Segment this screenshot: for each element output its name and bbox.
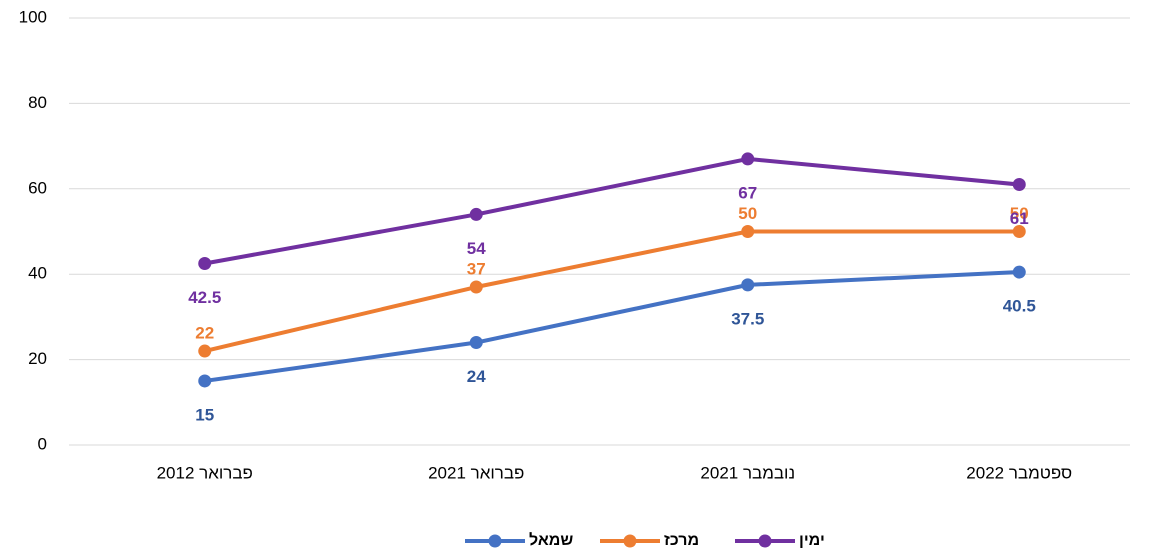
- point: [741, 225, 755, 238]
- data-label: 50: [1010, 204, 1029, 223]
- data-label: 15: [195, 405, 214, 424]
- y-tick-label: 60: [28, 178, 47, 197]
- y-tick-label: 20: [28, 349, 47, 368]
- x-tick-label: פברואר 2012: [157, 463, 253, 482]
- x-tick-label: נובמבר 2021: [700, 463, 795, 482]
- data-label: 67: [738, 183, 757, 202]
- point: [198, 257, 212, 271]
- series-line: [204, 229, 1020, 354]
- data-label: 50: [738, 204, 757, 223]
- y-tick-label: 0: [38, 434, 47, 453]
- point: [741, 152, 755, 166]
- data-label: 37: [467, 259, 486, 278]
- series-line: [204, 270, 1020, 383]
- y-tick-label: 40: [28, 264, 47, 283]
- data-label: 42.5: [188, 288, 221, 307]
- data-label: 61: [1010, 209, 1029, 228]
- point: [469, 280, 483, 294]
- point: [469, 336, 483, 350]
- legend-label: מרכז: [664, 532, 699, 549]
- series-line: [204, 156, 1020, 266]
- point: [1012, 225, 1026, 238]
- point: [198, 344, 212, 358]
- legend-label: ימין: [799, 532, 825, 549]
- legend-marker: [623, 534, 637, 548]
- point: [469, 207, 483, 221]
- x-tick-label: ספטמבר 2022: [966, 463, 1072, 482]
- data-label: 37.5: [731, 309, 764, 328]
- point: [1012, 265, 1026, 279]
- data-label: 22: [195, 324, 214, 343]
- point: [741, 278, 755, 292]
- y-tick-label: 80: [28, 93, 47, 112]
- legend-marker: [758, 534, 772, 548]
- y-tick-label: 100: [19, 7, 47, 26]
- legend-marker: [488, 534, 502, 548]
- point: [198, 374, 212, 388]
- data-label: 24: [467, 367, 486, 386]
- data-label: 54: [467, 239, 486, 258]
- data-label: 40.5: [1003, 297, 1036, 316]
- point: [1012, 178, 1026, 192]
- x-tick-label: פברואר 2021: [428, 463, 524, 482]
- legend-label: שמאל: [529, 531, 573, 549]
